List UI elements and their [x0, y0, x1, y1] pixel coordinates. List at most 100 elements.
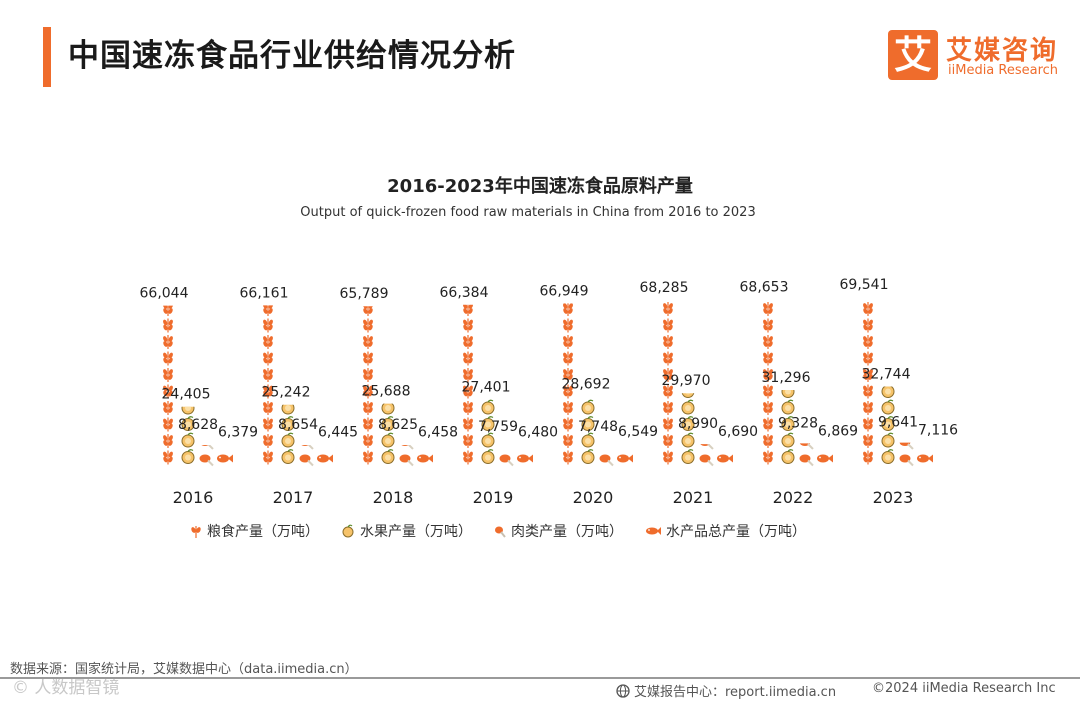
globe-icon	[616, 683, 630, 698]
bar-grain-2019	[463, 304, 473, 465]
bar-grain-2021	[663, 302, 673, 465]
x-tick-label-2023: 2023	[873, 488, 914, 507]
bar-meat-2023	[899, 442, 914, 467]
footer-report-site: 艾媒报告中心：report.iimedia.cn	[616, 681, 836, 700]
bar-fish-2023	[917, 454, 933, 463]
value-label-meat-2018: 8,625	[378, 417, 418, 433]
legend-item-grain: 粮食产量（万吨）	[190, 521, 319, 541]
value-label-fruit-2020: 28,692	[562, 376, 611, 392]
bar-grain-2016	[163, 305, 173, 465]
legend-label-grain: 粮食产量（万吨）	[207, 524, 319, 540]
value-label-grain-2018: 65,789	[340, 286, 389, 302]
legend-label-fish: 水产品总产量（万吨）	[666, 524, 806, 540]
value-label-fish-2017: 6,445	[318, 424, 358, 440]
bar-fish-2016	[217, 454, 233, 463]
value-label-fish-2022: 6,869	[818, 423, 858, 439]
bar-fruit-2017	[281, 404, 295, 464]
legend-item-meat: 肉类产量（万吨）	[494, 521, 623, 541]
bar-grain-2023	[863, 302, 873, 465]
value-label-grain-2016: 66,044	[140, 286, 189, 302]
value-label-grain-2019: 66,384	[440, 285, 489, 301]
brand-logo-icon: 艾	[888, 30, 938, 80]
value-label-meat-2021: 8,990	[678, 416, 718, 432]
value-label-meat-2020: 7,748	[578, 419, 618, 435]
value-label-fish-2020: 6,549	[618, 424, 658, 440]
x-tick-label-2016: 2016	[173, 488, 214, 507]
fish-icon	[646, 527, 661, 535]
value-label-fruit-2016: 24,405	[162, 387, 211, 403]
bar-fruit-2018	[381, 403, 395, 464]
bar-fish-2018	[417, 454, 433, 463]
bar-meat-2016	[199, 445, 214, 467]
bar-fish-2020	[617, 454, 633, 463]
legend-item-fish: 水产品总产量（万吨）	[645, 521, 806, 541]
value-label-grain-2022: 68,653	[740, 279, 789, 295]
chart-subtitle: Output of quick-frozen food raw material…	[300, 205, 756, 220]
bar-fruit-2021	[681, 393, 695, 464]
bar-meat-2020	[599, 454, 614, 467]
value-label-meat-2022: 9,328	[778, 415, 818, 431]
bar-meat-2017	[299, 444, 314, 467]
wheat-icon	[191, 526, 201, 538]
bar-fish-2019	[517, 454, 533, 463]
x-tick-label-2017: 2017	[273, 488, 314, 507]
value-label-meat-2019: 7,759	[478, 419, 518, 435]
value-label-fish-2016: 6,379	[218, 425, 258, 441]
bar-meat-2019	[499, 454, 514, 467]
x-tick-label-2021: 2021	[673, 488, 714, 507]
value-label-grain-2020: 66,949	[540, 283, 589, 299]
legend-label-meat: 肉类产量（万吨）	[511, 524, 623, 540]
watermark: © 人数据智镜	[12, 678, 120, 698]
x-tick-label-2022: 2022	[773, 488, 814, 507]
value-label-fish-2019: 6,480	[518, 424, 558, 440]
footer-divider	[0, 677, 1080, 679]
value-label-grain-2021: 68,285	[640, 280, 689, 296]
bar-grain-2017	[263, 305, 273, 465]
bar-fruit-2016	[181, 406, 195, 464]
value-label-fruit-2021: 29,970	[662, 373, 711, 389]
bar-fish-2017	[317, 454, 333, 463]
bar-meat-2018	[399, 445, 414, 467]
value-label-meat-2016: 8,628	[178, 417, 218, 433]
bar-fish-2022	[817, 454, 833, 463]
x-tick-label-2019: 2019	[473, 488, 514, 507]
brand-name-cn: 艾媒咨询	[946, 36, 1059, 66]
meat-icon	[495, 526, 506, 538]
value-label-meat-2023: 9,641	[878, 415, 918, 431]
data-source-note: 数据来源：国家统计局，艾媒数据中心（data.iimedia.cn）	[10, 662, 358, 677]
bar-grain-2018	[363, 306, 373, 465]
fruit-icon	[342, 524, 354, 538]
value-label-fish-2018: 6,458	[418, 424, 458, 440]
value-label-meat-2017: 8,654	[278, 417, 318, 433]
value-label-fruit-2019: 27,401	[462, 379, 511, 395]
title-accent-bar	[43, 27, 51, 87]
legend-label-fruit: 水果产量（万吨）	[360, 524, 472, 540]
value-label-fish-2021: 6,690	[718, 424, 758, 440]
bar-meat-2021	[699, 444, 714, 467]
bar-grain-2022	[763, 302, 773, 465]
chart-title: 2016-2023年中国速冻食品原料产量	[387, 176, 693, 197]
bar-fruit-2023	[881, 386, 895, 464]
bar-fruit-2022	[781, 389, 795, 464]
copyright: ©2024 iiMedia Research Inc	[872, 681, 1056, 696]
value-label-fruit-2023: 32,744	[862, 366, 911, 382]
value-label-fruit-2018: 25,688	[362, 384, 411, 400]
chart-legend: 粮食产量（万吨） 水果产量（万吨） 肉类产量（万吨） 水产品总产量（万吨）	[190, 521, 806, 541]
page-title: 中国速冻食品行业供给情况分析	[68, 38, 516, 74]
brand-name-en: iiMedia Research	[948, 63, 1059, 78]
report-site-text: 艾媒报告中心：report.iimedia.cn	[634, 685, 837, 700]
bar-grain-2020	[563, 303, 573, 465]
value-label-fruit-2017: 25,242	[262, 385, 311, 401]
value-label-fruit-2022: 31,296	[762, 370, 811, 386]
legend-item-fruit: 水果产量（万吨）	[341, 521, 472, 541]
value-label-grain-2023: 69,541	[840, 277, 889, 293]
brand-logo-block: 艾 艾媒咨询 iiMedia Research	[888, 30, 1068, 82]
x-tick-label-2018: 2018	[373, 488, 414, 507]
bar-fruit-2020	[581, 399, 595, 464]
value-label-fish-2023: 7,116	[918, 423, 958, 439]
bar-fruit-2019	[481, 399, 495, 464]
x-tick-label-2020: 2020	[573, 488, 614, 507]
bar-meat-2022	[799, 443, 814, 467]
bar-fish-2021	[717, 454, 733, 463]
